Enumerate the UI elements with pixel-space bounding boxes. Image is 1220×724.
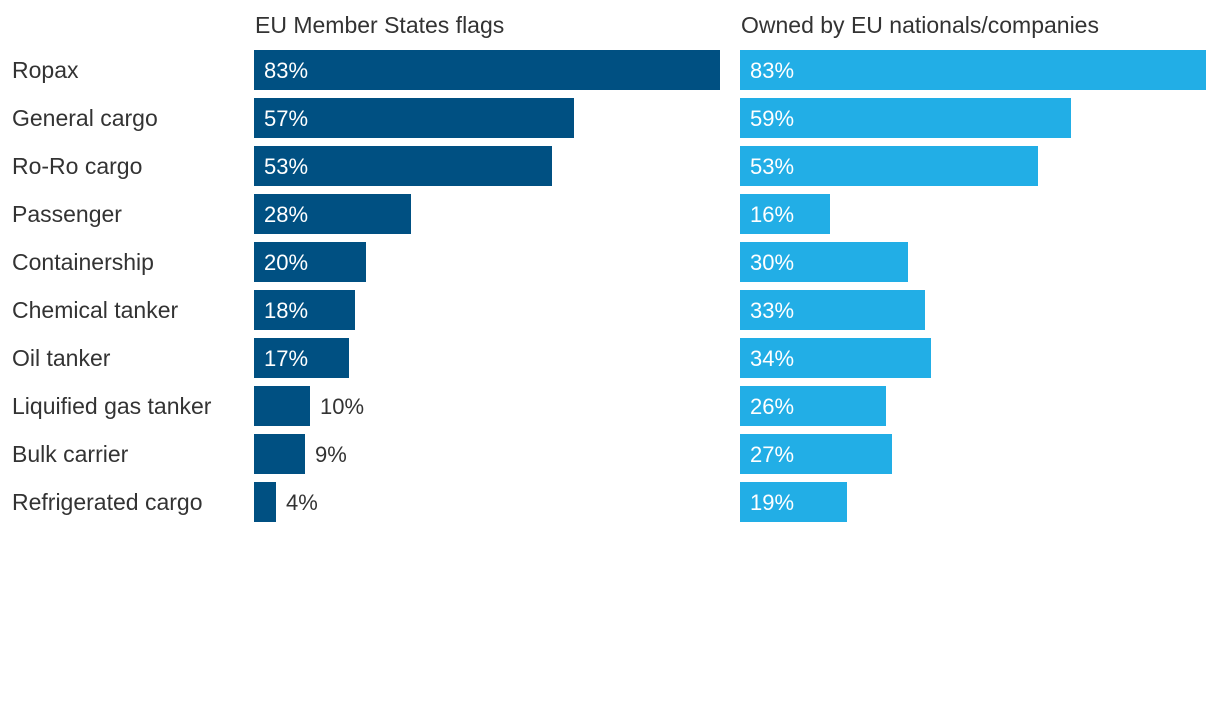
category-label-containership: Containership	[12, 249, 154, 275]
data-label-ropax-series-1: 83%	[750, 58, 794, 83]
bar-containership-series-0	[254, 242, 366, 282]
series-eu-member-states-flags: 83% 57% 53% 28% 20% 18% 17% 10% 9% 4%	[254, 50, 720, 522]
data-label-ropax-series-0: 83%	[264, 58, 308, 83]
bar-ro-ro-cargo-series-0	[254, 146, 552, 186]
bar-containership-series-1	[740, 242, 908, 282]
data-label-liquified-gas-tanker-series-0: 10%	[320, 394, 364, 419]
bar-ro-ro-cargo-series-1	[740, 146, 1038, 186]
category-labels: Ropax General cargo Ro-Ro cargo Passenger Co…	[12, 57, 212, 515]
category-label-ropax: Ropax	[12, 57, 79, 83]
category-label-bulk-carrier: Bulk carrier	[12, 441, 129, 467]
bar-liquified-gas-tanker-series-1	[740, 386, 886, 426]
data-label-ro-ro-cargo-series-1: 53%	[750, 154, 794, 179]
data-label-oil-tanker-series-1: 34%	[750, 346, 794, 371]
data-label-passenger-series-0: 28%	[264, 202, 308, 227]
data-label-chemical-tanker-series-0: 18%	[264, 298, 308, 323]
bar-refrigerated-cargo-series-1	[740, 482, 847, 522]
category-label-liquified-gas-tanker: Liquified gas tanker	[12, 393, 212, 419]
category-label-chemical-tanker: Chemical tanker	[12, 297, 179, 323]
bar-chemical-tanker-series-0	[254, 290, 355, 330]
category-label-oil-tanker: Oil tanker	[12, 345, 111, 371]
data-label-containership-series-0: 20%	[264, 250, 308, 275]
bar-general-cargo-series-0	[254, 98, 574, 138]
panel-titles: EU Member States flags Owned by EU natio…	[255, 12, 1099, 38]
bar-general-cargo-series-1	[740, 98, 1071, 138]
data-label-general-cargo-series-1: 59%	[750, 106, 794, 131]
bar-liquified-gas-tanker-series-0	[254, 386, 310, 426]
bar-passenger-series-0	[254, 194, 411, 234]
bars: 83% 57% 53% 28% 20% 18% 17% 10% 9% 4% 83% 59% 53% 16%…	[254, 50, 1206, 522]
bar-ropax-series-1	[740, 50, 1206, 90]
series-owned-by-eu-nationals-companies: 83% 59% 53% 16% 30% 33% 34% 26% 27% 19%	[740, 50, 1206, 522]
data-label-ro-ro-cargo-series-0: 53%	[264, 154, 308, 179]
bar-refrigerated-cargo-series-0	[254, 482, 276, 522]
data-label-refrigerated-cargo-series-1: 19%	[750, 490, 794, 515]
bar-oil-tanker-series-1	[740, 338, 931, 378]
data-label-liquified-gas-tanker-series-1: 26%	[750, 394, 794, 419]
bar-passenger-series-1	[740, 194, 830, 234]
data-label-oil-tanker-series-0: 17%	[264, 346, 308, 371]
data-label-chemical-tanker-series-1: 33%	[750, 298, 794, 323]
bar-ropax-series-0	[254, 50, 720, 90]
category-label-refrigerated-cargo: Refrigerated cargo	[12, 489, 203, 515]
bar-bulk-carrier-series-1	[740, 434, 892, 474]
bar-oil-tanker-series-0	[254, 338, 349, 378]
bar-chemical-tanker-series-1	[740, 290, 925, 330]
category-label-passenger: Passenger	[12, 201, 122, 227]
data-label-bulk-carrier-series-1: 27%	[750, 442, 794, 467]
panel-title-eu-flags: EU Member States flags	[255, 12, 504, 38]
data-label-containership-series-1: 30%	[750, 250, 794, 275]
data-label-passenger-series-1: 16%	[750, 202, 794, 227]
bar-bulk-carrier-series-0	[254, 434, 305, 474]
panel-title-eu-owned: Owned by EU nationals/companies	[741, 12, 1099, 38]
data-label-refrigerated-cargo-series-0: 4%	[286, 490, 318, 515]
data-label-general-cargo-series-0: 57%	[264, 106, 308, 131]
category-label-general-cargo: General cargo	[12, 105, 158, 131]
category-label-ro-ro-cargo: Ro-Ro cargo	[12, 153, 142, 179]
data-label-bulk-carrier-series-0: 9%	[315, 442, 347, 467]
